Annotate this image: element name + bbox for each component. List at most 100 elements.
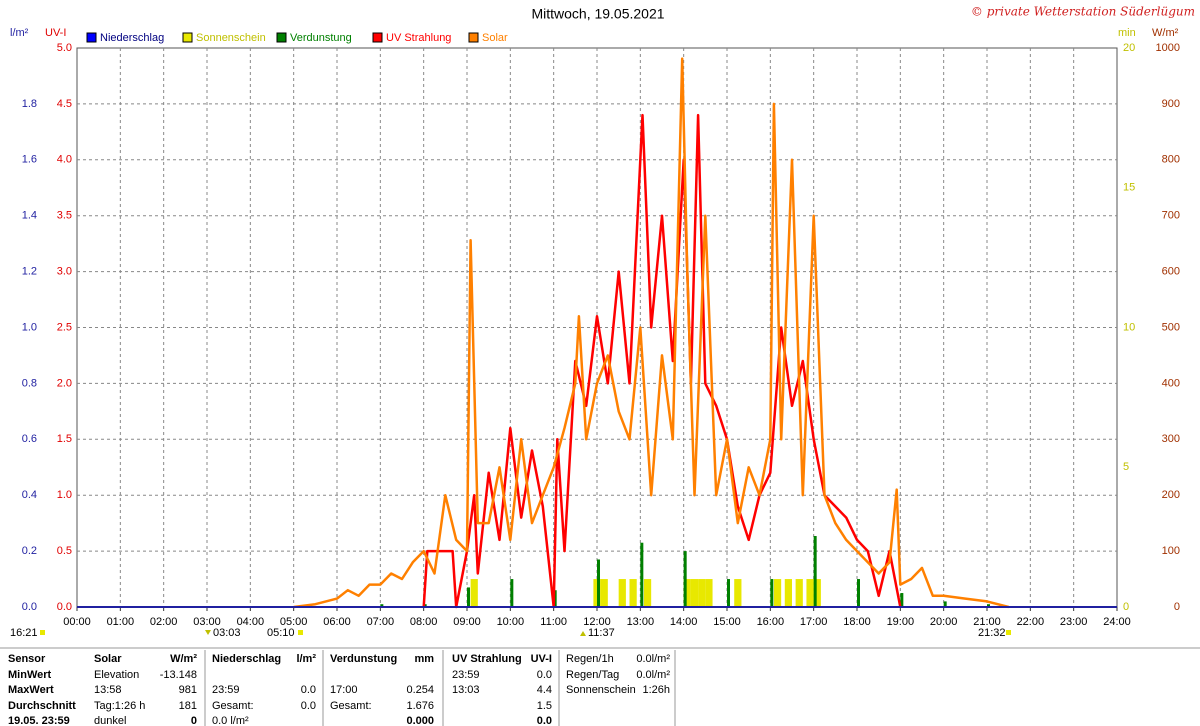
x-tick-label: 10:00 (497, 616, 525, 628)
y2-tick-label: 0 (1174, 601, 1180, 613)
y-tick-label: 0.6 (22, 433, 37, 445)
y-tick-label: 1.2 (22, 266, 37, 278)
legend-label: Sonnenschein (196, 32, 266, 44)
stat-label: 13:03 (452, 684, 480, 696)
stat-label: 23:59 (452, 669, 480, 681)
x-tick-label: 06:00 (323, 616, 351, 628)
legend-label: UV Strahlung (386, 32, 451, 44)
marker-icon (1006, 630, 1011, 635)
min-tick-label: 10 (1123, 321, 1135, 333)
bar (600, 579, 608, 607)
marker-icon (298, 630, 303, 635)
uv-tick-label: 0.5 (57, 545, 72, 557)
group-header: Solar (94, 653, 122, 665)
uv-tick-label: 5.0 (57, 42, 72, 54)
bar (380, 604, 384, 607)
stat-value: 0.0 (301, 700, 316, 712)
y2-tick-label: 300 (1162, 433, 1180, 445)
stat-label: Gesamt: (330, 700, 372, 712)
bar (698, 579, 706, 607)
marker-label: 21:32 (978, 627, 1006, 639)
bar (773, 579, 782, 607)
axis-label: min (1118, 27, 1136, 39)
uv-tick-label: 2.5 (57, 321, 72, 333)
y2-tick-label: 500 (1162, 321, 1180, 333)
x-tick-label: 19:00 (887, 616, 915, 628)
stat-value: 4.4 (537, 684, 552, 696)
group-unit: W/m² (170, 653, 197, 665)
stat-value: 981 (179, 684, 197, 696)
extra-label: Regen/Tag (566, 669, 619, 681)
bar (423, 604, 427, 607)
bar (629, 579, 637, 607)
extra-label: Regen/1h (566, 653, 614, 665)
stat-value: 0.0 (301, 684, 316, 696)
stat-label: 23:59 (212, 684, 240, 696)
y-tick-label: 0.4 (22, 489, 37, 501)
min-tick-label: 0 (1123, 601, 1129, 613)
uv-tick-label: 1.5 (57, 433, 72, 445)
x-tick-label: 07:00 (367, 616, 395, 628)
bar (597, 559, 600, 607)
row-label: MinWert (8, 669, 52, 681)
y2-tick-label: 1000 (1156, 42, 1180, 54)
stat-label: 0.0 l/m² (212, 715, 249, 726)
x-tick-label: 20:00 (930, 616, 958, 628)
x-tick-label: 08:00 (410, 616, 438, 628)
series-line (293, 57, 1010, 609)
x-tick-label: 24:00 (1103, 616, 1131, 628)
bar (943, 601, 947, 607)
stat-label: Elevation (94, 669, 139, 681)
x-tick-label: 01:00 (107, 616, 135, 628)
bar (813, 536, 817, 607)
watermark: © private Wetterstation Süderlügum (971, 5, 1195, 19)
legend-swatch (372, 32, 383, 43)
uv-tick-label: 4.0 (57, 154, 72, 166)
marker-label: 16:21 (10, 627, 38, 639)
legend-label: Niederschlag (100, 32, 164, 44)
bar (806, 579, 814, 607)
marker-icon (40, 630, 45, 635)
stat-value: 181 (179, 700, 197, 712)
min-tick-label: 15 (1123, 182, 1135, 194)
legend-swatch (86, 32, 97, 43)
bar (770, 579, 774, 607)
group-header: Niederschlag (212, 653, 281, 665)
marker-icon (205, 630, 211, 635)
row-label: Sensor (8, 653, 46, 665)
stat-label: 17:00 (330, 684, 358, 696)
x-tick-label: 13:00 (627, 616, 655, 628)
stat-value: 1.5 (537, 700, 552, 712)
chart-title: Mittwoch, 19.05.2021 (531, 6, 664, 22)
stat-value: -13.148 (160, 669, 197, 681)
stat-label: dunkel (94, 715, 126, 726)
x-tick-label: 16:00 (757, 616, 785, 628)
marker-label: 11:37 (588, 627, 615, 639)
extra-value: 0.0l/m² (636, 669, 670, 681)
bar (705, 579, 713, 607)
marker-label: 05:10 (267, 627, 295, 639)
x-tick-label: 11:00 (540, 616, 567, 628)
legend-swatch (276, 32, 287, 43)
uv-tick-label: 1.0 (57, 489, 72, 501)
labels: 00:00 01:00 02:00 03:00 04:00 05:00 06:00 07:00… (10, 32, 1180, 639)
min-tick-label: 5 (1123, 461, 1129, 473)
y-tick-label: 0.2 (22, 545, 37, 557)
uv-tick-label: 0.0 (57, 601, 72, 613)
bar (727, 579, 730, 607)
x-tick-label: 18:00 (843, 616, 871, 628)
bar (690, 579, 699, 607)
stats-table: Sensor MinWert MaxWert Durchschnitt 19.05. 2… (8, 650, 676, 726)
legend-label: Verdunstung (290, 32, 352, 44)
y-tick-label: 0.0 (22, 601, 37, 613)
bar (553, 590, 557, 607)
series-line (422, 113, 902, 609)
bar (795, 579, 803, 607)
y2-tick-label: 100 (1162, 545, 1180, 557)
stat-value: 1.676 (406, 700, 434, 712)
bar (987, 604, 990, 607)
x-tick-label: 05:00 (280, 616, 308, 628)
x-tick-label: 09:00 (453, 616, 481, 628)
uv-tick-label: 2.0 (57, 377, 72, 389)
y2-tick-label: 700 (1162, 210, 1180, 222)
